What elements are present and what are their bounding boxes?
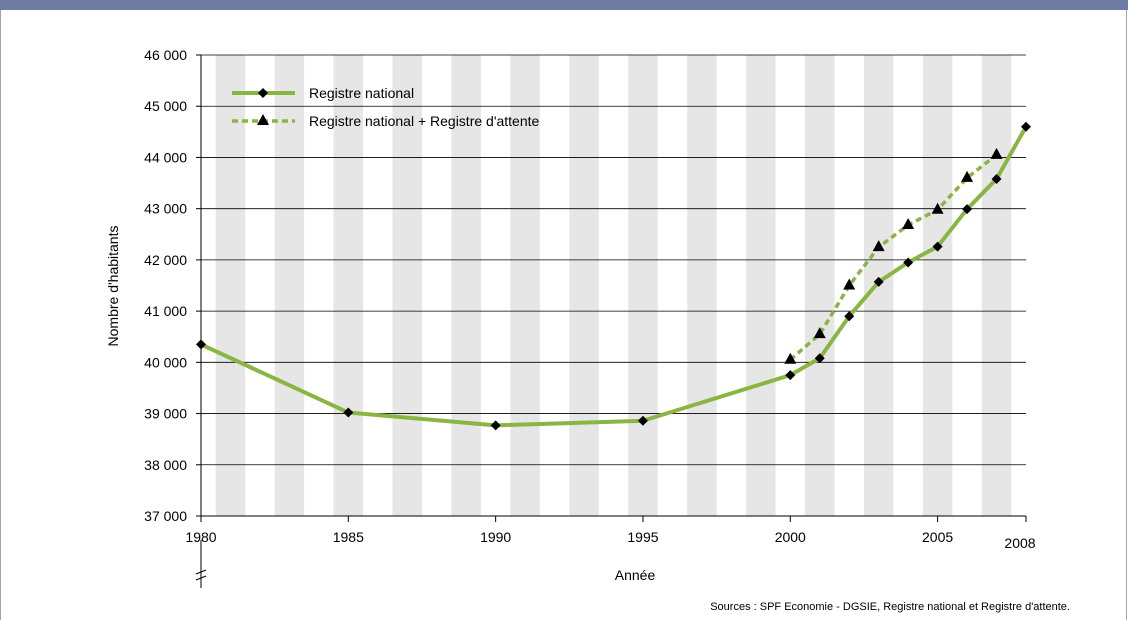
data-point-diamond bbox=[785, 370, 796, 381]
data-point-triangle bbox=[257, 114, 269, 125]
data-point-triangle bbox=[902, 218, 915, 230]
series-registre-national bbox=[196, 121, 1031, 431]
y-tick-label: 44 000 bbox=[144, 149, 187, 165]
data-point-diamond bbox=[637, 415, 648, 426]
data-point-triangle bbox=[872, 240, 885, 252]
data-point-diamond bbox=[814, 353, 825, 364]
background-band bbox=[510, 55, 540, 516]
legend-label: Registre national + Registre d'attente bbox=[309, 113, 540, 129]
legend-item: Registre national + Registre d'attente bbox=[232, 113, 540, 129]
series-line bbox=[789, 153, 998, 362]
y-tick-label: 40 000 bbox=[144, 354, 187, 370]
data-point-diamond bbox=[903, 257, 914, 268]
x-tick-label: 2000 bbox=[775, 529, 806, 545]
axis-break-icon bbox=[195, 540, 207, 588]
data-point-triangle bbox=[784, 352, 797, 364]
data-point-diamond bbox=[1021, 121, 1031, 132]
y-tick-label: 39 000 bbox=[144, 406, 187, 422]
gridlines bbox=[201, 54, 1026, 517]
figure-title-bar bbox=[0, 0, 1128, 10]
y-tick-label: 46 000 bbox=[144, 47, 187, 63]
source-note: Sources : SPF Economie - DGSIE, Registre… bbox=[710, 601, 1070, 613]
data-point-diamond bbox=[932, 241, 943, 252]
data-point-triangle bbox=[990, 147, 1003, 159]
data-point-diamond bbox=[844, 311, 855, 322]
x-tick-label: 2008 bbox=[1004, 535, 1035, 551]
y-tick-label: 41 000 bbox=[144, 303, 187, 319]
series-line bbox=[200, 125, 1028, 428]
background-band bbox=[274, 55, 305, 516]
data-point-triangle bbox=[813, 327, 826, 339]
data-point-diamond bbox=[490, 420, 501, 431]
data-point-triangle bbox=[931, 202, 944, 214]
background-band bbox=[805, 55, 835, 516]
x-tick-label: 2005 bbox=[922, 529, 953, 545]
legend-item: Registre national bbox=[232, 85, 414, 101]
y-tick-label: 43 000 bbox=[144, 201, 187, 217]
x-tick-label: 1995 bbox=[627, 529, 658, 545]
background-band bbox=[451, 55, 481, 516]
x-tick-label: 1980 bbox=[185, 529, 216, 545]
axes bbox=[200, 55, 1026, 517]
background-band bbox=[981, 55, 1012, 516]
data-point-diamond bbox=[991, 173, 1002, 184]
background-band bbox=[392, 55, 422, 516]
background-band bbox=[687, 55, 717, 516]
y-tick-label: 45 000 bbox=[144, 98, 187, 114]
x-tick-label: 1985 bbox=[333, 529, 364, 545]
data-point-triangle bbox=[843, 278, 856, 290]
background-band bbox=[746, 55, 776, 516]
y-tick-label: 42 000 bbox=[144, 252, 187, 268]
series-registre-national-attente bbox=[784, 147, 1003, 364]
legend-label: Registre national bbox=[309, 85, 414, 101]
legend: Registre national Registre national + Reg… bbox=[232, 85, 540, 129]
series-group bbox=[196, 121, 1031, 431]
data-point-diamond bbox=[258, 88, 268, 98]
background-bands bbox=[215, 55, 1012, 516]
data-point-triangle bbox=[961, 170, 974, 182]
background-band bbox=[333, 55, 364, 516]
background-band bbox=[628, 55, 658, 516]
y-tick-label: 38 000 bbox=[144, 457, 187, 473]
tick-labels: 37 000 38 000 39 000 40 000 41 000 42 000 43 0… bbox=[144, 47, 1036, 551]
data-point-diamond bbox=[343, 407, 354, 418]
x-tick-label: 1990 bbox=[480, 529, 511, 545]
data-point-diamond bbox=[962, 204, 973, 215]
background-band bbox=[922, 55, 953, 516]
y-tick-label: 37 000 bbox=[144, 508, 187, 524]
data-point-diamond bbox=[196, 339, 206, 350]
data-point-diamond bbox=[873, 276, 884, 287]
x-axis-title: Année bbox=[615, 567, 656, 583]
y-axis-title: Nombre d'habitants bbox=[105, 226, 121, 347]
background-band bbox=[215, 55, 246, 516]
background-band bbox=[569, 55, 599, 516]
